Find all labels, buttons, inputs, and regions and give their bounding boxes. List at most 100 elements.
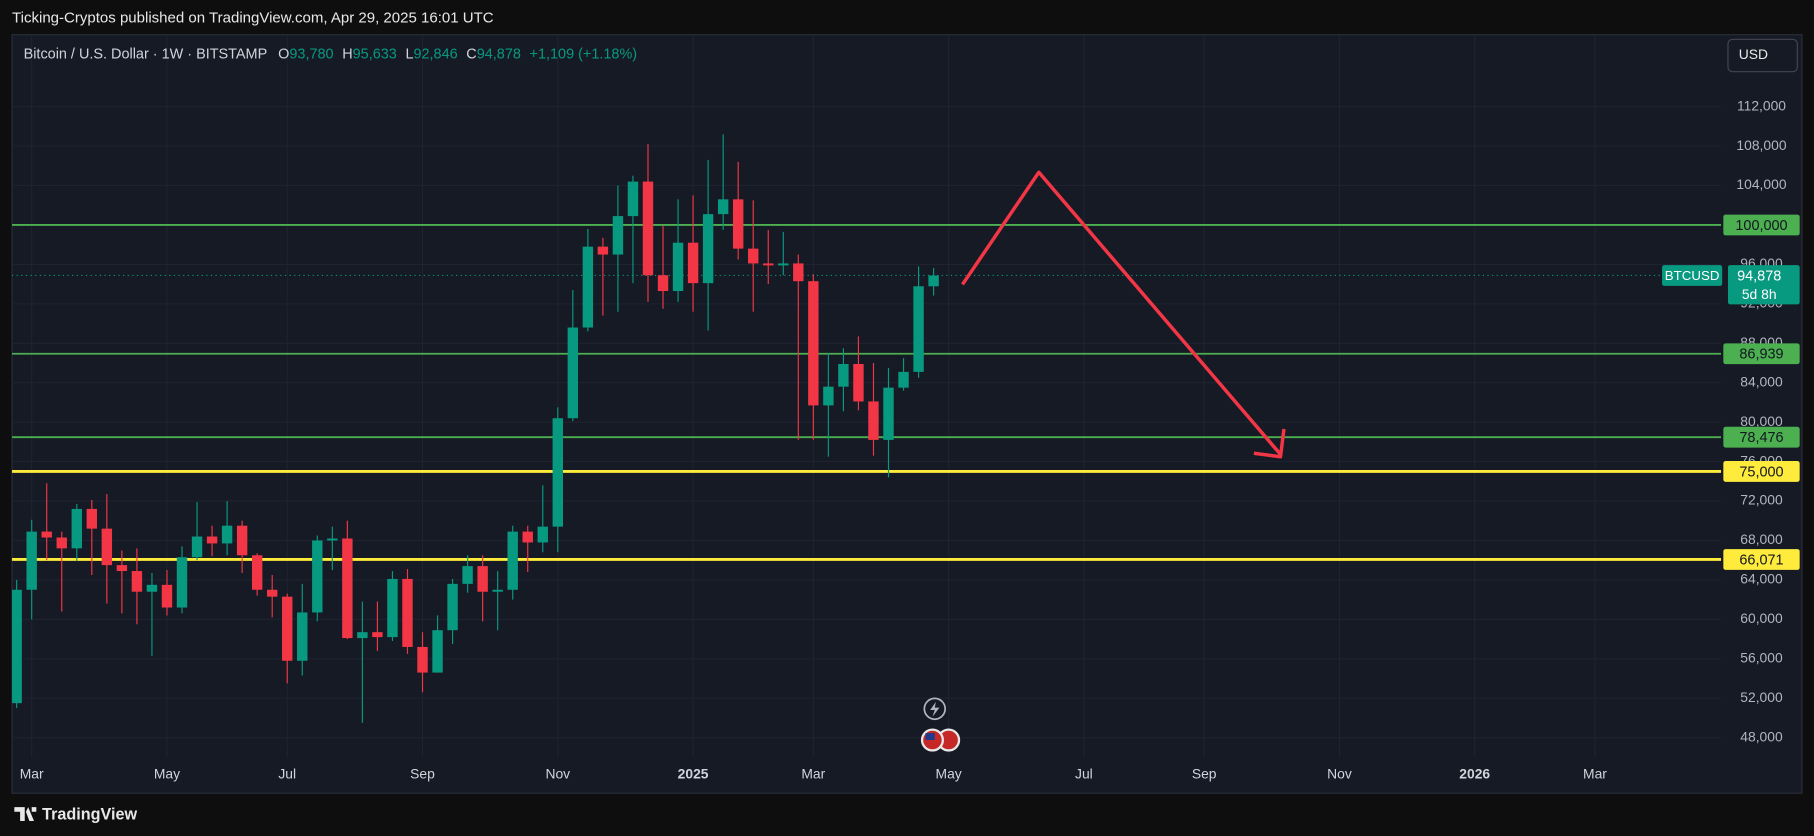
candle-body [672,242,684,292]
candle-body [763,263,774,266]
close-key: C [466,46,476,62]
candle-body [372,632,383,638]
level-label: 75,000 [1739,464,1783,480]
close-value: 94,878 [477,46,521,62]
candle-body [161,584,173,608]
price-label: 94,878 [1737,268,1781,284]
level-label: 100,000 [1735,218,1787,234]
high-value: 95,633 [353,46,397,62]
brand-logo [14,807,37,821]
candle-body [357,632,368,639]
candle-body [417,646,428,673]
x-tick-label: Nov [1327,765,1352,781]
level-label-box [1723,426,1800,448]
price-axis: 48,000 52,000 56,000 60,000 64,000 68,000 72,0… [20,97,1800,781]
y-tick-label: 104,000 [1736,176,1786,192]
x-tick-label: May [936,765,962,781]
x-tick-label: 2026 [1459,765,1490,781]
level-label-box [1723,461,1800,482]
candle-body [883,387,894,440]
y-tick-label: 80,000 [1740,413,1783,429]
candle-body [898,371,909,388]
candle-body [131,571,143,592]
candle-body [221,525,233,544]
candle-body [266,589,278,597]
level-label: 86,939 [1739,347,1783,363]
candle-body [206,536,218,544]
y-tick-label: 68,000 [1740,531,1783,547]
candle-body [297,612,308,661]
currency-button[interactable] [1727,38,1798,73]
low-key: L [405,46,413,62]
y-tick-label: 56,000 [1740,649,1783,665]
candle-body [612,216,624,255]
candle-body [12,589,22,704]
candle-body [101,528,113,566]
candle-body [642,181,654,276]
candle-body [312,540,323,613]
symbol-box [1662,265,1723,286]
candle-body [597,246,609,255]
candle-body [868,401,879,440]
x-tick-label: Mar [20,765,44,781]
symbol-label: BTCUSD [1665,268,1720,283]
y-tick-label: 112,000 [1737,97,1786,113]
candle-body [477,566,488,592]
y-tick-label: 72,000 [1740,492,1783,508]
arrow-head [1253,428,1286,459]
open-key: O [278,46,289,62]
candle-body [26,531,37,590]
y-tick-label: 108,000 [1736,137,1786,153]
level-label: 66,071 [1739,552,1783,568]
candle-body [432,630,443,673]
candle-body [657,275,669,292]
x-tick-label: Sep [1192,765,1217,781]
lightning-glyph [930,701,940,717]
currency-label[interactable]: USD [1739,46,1768,62]
level-label: 78,476 [1739,430,1783,446]
level-label-box [1723,549,1800,570]
candle-body [56,537,67,549]
candle-body [402,578,413,647]
y-tick-label: 60,000 [1740,610,1783,626]
candle-body [146,584,158,592]
low-value: 92,846 [413,46,457,62]
candle-body [748,248,759,264]
change-value: +1,109 (+1.18%) [530,46,638,62]
price-box [1727,265,1800,305]
candle-body [86,508,98,529]
y-tick-label: 64,000 [1740,571,1783,587]
candle-body [928,275,939,287]
candle-body [387,578,398,638]
x-tick-label: Nov [545,765,570,781]
candle-body [687,242,699,284]
candle-body [537,526,548,543]
drawing-arrow [961,170,1286,459]
candle-body [732,199,744,249]
candle-body [567,327,579,419]
ohlc-legend: Bitcoin / U.S. Dollar · 1W · BITSTAMP O9… [24,46,638,62]
candle-body [913,286,924,372]
flag-icon[interactable] [920,728,945,752]
candle-body [823,386,834,406]
candle-body [778,263,789,266]
candle-body [582,246,594,328]
candle-body [282,596,293,661]
candle-body [251,555,263,590]
open-value: 93,780 [289,46,333,62]
candle-body [507,531,518,590]
event-icons[interactable] [920,697,961,752]
candle-body [447,583,458,631]
plot-area [12,134,939,723]
brand-name: TradingView [42,805,137,823]
x-tick-label: Jul [278,765,296,781]
x-tick-label: May [154,765,180,781]
arrow-path [961,170,1282,456]
candle-body [793,263,804,282]
candle-body [853,363,864,402]
level-label-box [1723,214,1800,236]
y-tick-label: 52,000 [1740,689,1783,705]
candle-body [176,557,188,608]
candle-body [327,538,338,541]
flag-canton [925,733,935,741]
